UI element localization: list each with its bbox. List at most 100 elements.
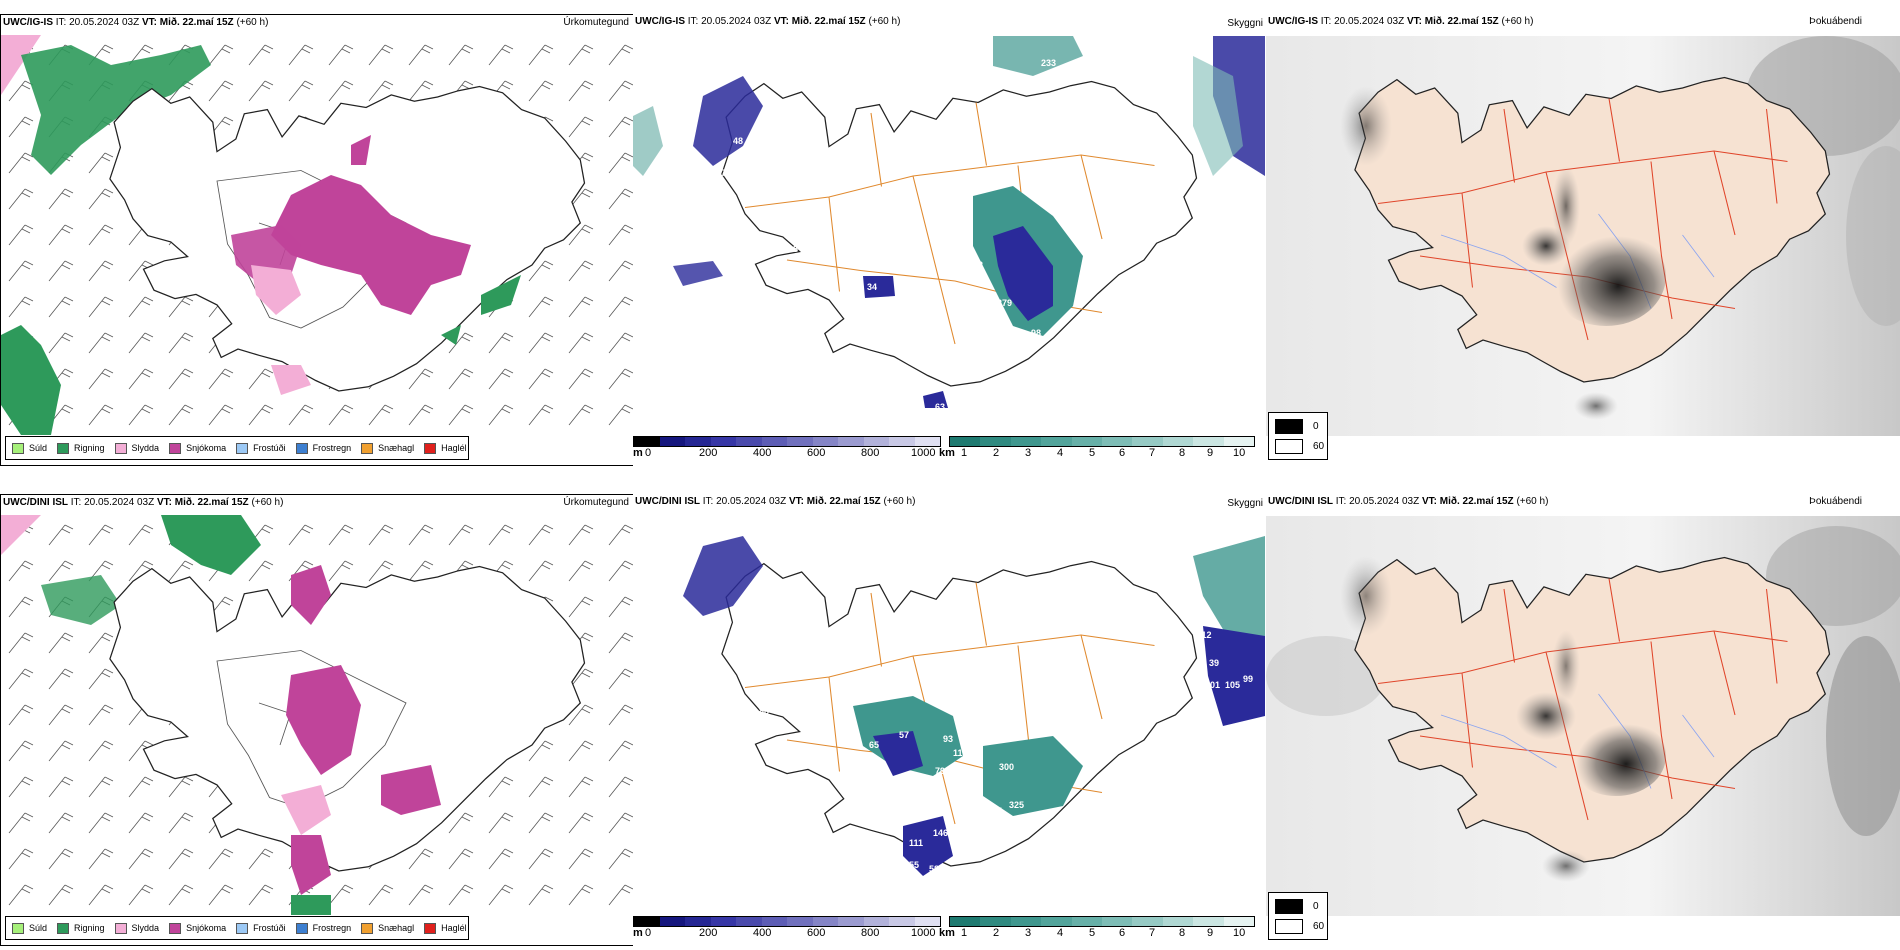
legend-swatch <box>12 442 24 454</box>
ceiling-label: 223 <box>969 276 984 286</box>
lead-time: (+60 h) <box>868 16 901 27</box>
legend-swatch <box>169 442 182 454</box>
ceiling-label: 98 <box>1031 328 1041 338</box>
ceiling-label: 99 <box>1243 674 1253 684</box>
panel-header: UWC/IG-IS IT: 20.05.2024 03Z VT: Mið. 22… <box>1268 16 1533 27</box>
legend-item: Haglél <box>424 442 467 454</box>
legend-item: Súld <box>12 442 47 454</box>
ceiling-label: 89 <box>703 630 713 640</box>
ceiling-tick: 800 <box>861 447 880 459</box>
ceiling-label: 79 <box>935 766 945 776</box>
valid-time: Mið. 22.maí 15Z <box>174 497 249 508</box>
model-name: UWC/DINI ISL <box>1268 496 1333 507</box>
ceiling-label: 106 <box>739 604 754 614</box>
ceiling-tick: 400 <box>753 927 772 939</box>
row2-panel3: UWC/DINI ISL IT: 20.05.2024 03Z VT: Mið.… <box>1266 494 1900 946</box>
visibility-colorbar-strip <box>949 436 1255 447</box>
ceiling-label: 117 <box>679 620 694 630</box>
panel-title: Úrkomutegund <box>563 497 629 508</box>
ceiling-colorbar: m 0 200 400 600 800 1000 <box>633 916 943 946</box>
fog-legend: 0 60 <box>1268 412 1328 460</box>
ceiling-label: 42 <box>709 708 719 718</box>
visibility-tick: 10 <box>1233 447 1246 459</box>
ceiling-label: 60 <box>909 398 919 408</box>
visibility-tick: 9 <box>1207 927 1214 939</box>
ceiling-label: 115 <box>953 748 968 758</box>
ceiling-label: 111 <box>909 838 923 848</box>
ceiling-label: 88 <box>759 706 769 716</box>
visibility-tick: 2 <box>993 447 1000 459</box>
legend-item: Snæhagl <box>361 442 414 454</box>
legend-swatch <box>12 922 24 934</box>
visibility-tick: 8 <box>1179 447 1186 459</box>
legend-swatch <box>295 442 308 454</box>
lead-time: (+60 h) <box>236 17 269 28</box>
ceiling-label: 65 <box>869 740 879 750</box>
valid-time-label: VT: <box>1406 16 1422 27</box>
ceiling-label: 88 <box>1197 690 1207 700</box>
ceiling-label: 145 <box>987 806 1002 816</box>
ceiling-label: 56 <box>773 76 783 86</box>
ceiling-tick: 1000 <box>911 927 936 939</box>
legend-item: Rigning <box>57 442 105 454</box>
ceiling-tick: 600 <box>807 447 826 459</box>
legend-swatch <box>236 922 249 934</box>
ceiling-label: 47 <box>1061 356 1071 366</box>
panel-title: Þokuábendi <box>1809 16 1862 27</box>
visibility-tick: 8 <box>1179 927 1186 939</box>
ceiling-label: 55 <box>909 860 919 870</box>
visibility-tick: 6 <box>1119 927 1126 939</box>
visibility-ceiling-map: 62 117 89 107 106 29 42 88 57 65 93 79 1… <box>679 536 1265 876</box>
row1-panel1: UWC/IG-IS IT: 20.05.2024 03Z VT: Mið. 22… <box>0 14 634 466</box>
ceiling-label: 112 <box>1197 630 1212 640</box>
legend-item: Slydda <box>114 442 159 454</box>
valid-time-label: VT: <box>773 16 789 27</box>
ceiling-label: 128 <box>783 244 798 254</box>
legend-item: Rigning <box>57 922 105 934</box>
ceiling-label: 74 <box>1013 346 1023 356</box>
visibility-tick: 9 <box>1207 447 1214 459</box>
visibility-colorbar-strip <box>949 916 1255 927</box>
init-time: IT: 20.05.2024 03Z <box>55 17 140 28</box>
visibility-tick: 5 <box>1089 447 1096 459</box>
ceiling-label: 237 <box>1015 80 1030 90</box>
ceiling-label: 101 <box>1205 680 1220 690</box>
legend-item: Frostregn <box>295 442 351 454</box>
legend-item: Frostúði <box>236 922 286 934</box>
legend-swatch <box>424 922 437 934</box>
fog-legend: 0 60 <box>1268 892 1328 940</box>
visibility-colorbar: km 1 2 3 4 5 6 7 8 9 10 <box>939 916 1265 946</box>
ceiling-unit: m <box>633 927 643 939</box>
ceiling-unit: m <box>633 447 643 459</box>
legend-swatch <box>236 442 249 454</box>
ceiling-colorbar-strip <box>633 916 941 927</box>
ceiling-label: 233 <box>1041 58 1056 68</box>
visibility-tick: 10 <box>1233 927 1246 939</box>
ceiling-label: 63 <box>935 402 945 412</box>
panel-title: Skyggni <box>1227 18 1263 29</box>
ceiling-label: 210 <box>1009 328 1024 338</box>
ceiling-label: 62 <box>783 548 793 558</box>
ceiling-label: 93 <box>943 734 953 744</box>
precip-type-map <box>1 515 633 915</box>
row1-panel3: UWC/IG-IS IT: 20.05.2024 03Z VT: Mið. 22… <box>1266 14 1900 466</box>
lead-time: (+60 h) <box>883 496 916 507</box>
visibility-tick: 1 <box>961 927 968 939</box>
legend-item: Slydda <box>114 922 159 934</box>
ceiling-label: 12 <box>973 260 983 270</box>
panel-header: UWC/DINI ISL IT: 20.05.2024 03Z VT: Mið.… <box>3 497 283 508</box>
ceiling-tick: 400 <box>753 447 772 459</box>
precip-type-map <box>1 35 633 435</box>
ceiling-label: 57 <box>899 730 909 740</box>
fog-index-map <box>1266 36 1900 436</box>
ceiling-label: 78 <box>721 168 731 178</box>
visibility-ceiling-map: 56 78 29 48 113 128 34 82 12 223 279 210… <box>633 36 1265 412</box>
model-name: UWC/IG-IS <box>635 16 685 27</box>
row2-panel2: UWC/DINI ISL IT: 20.05.2024 03Z VT: Mið.… <box>633 494 1265 946</box>
legend-item: Súld <box>12 922 47 934</box>
ceiling-label: 58 <box>929 864 939 874</box>
visibility-tick: 6 <box>1119 447 1126 459</box>
legend-item: Snjókoma <box>169 922 226 934</box>
ceiling-label: 325 <box>1009 800 1024 810</box>
lead-time: (+60 h) <box>1516 496 1549 507</box>
